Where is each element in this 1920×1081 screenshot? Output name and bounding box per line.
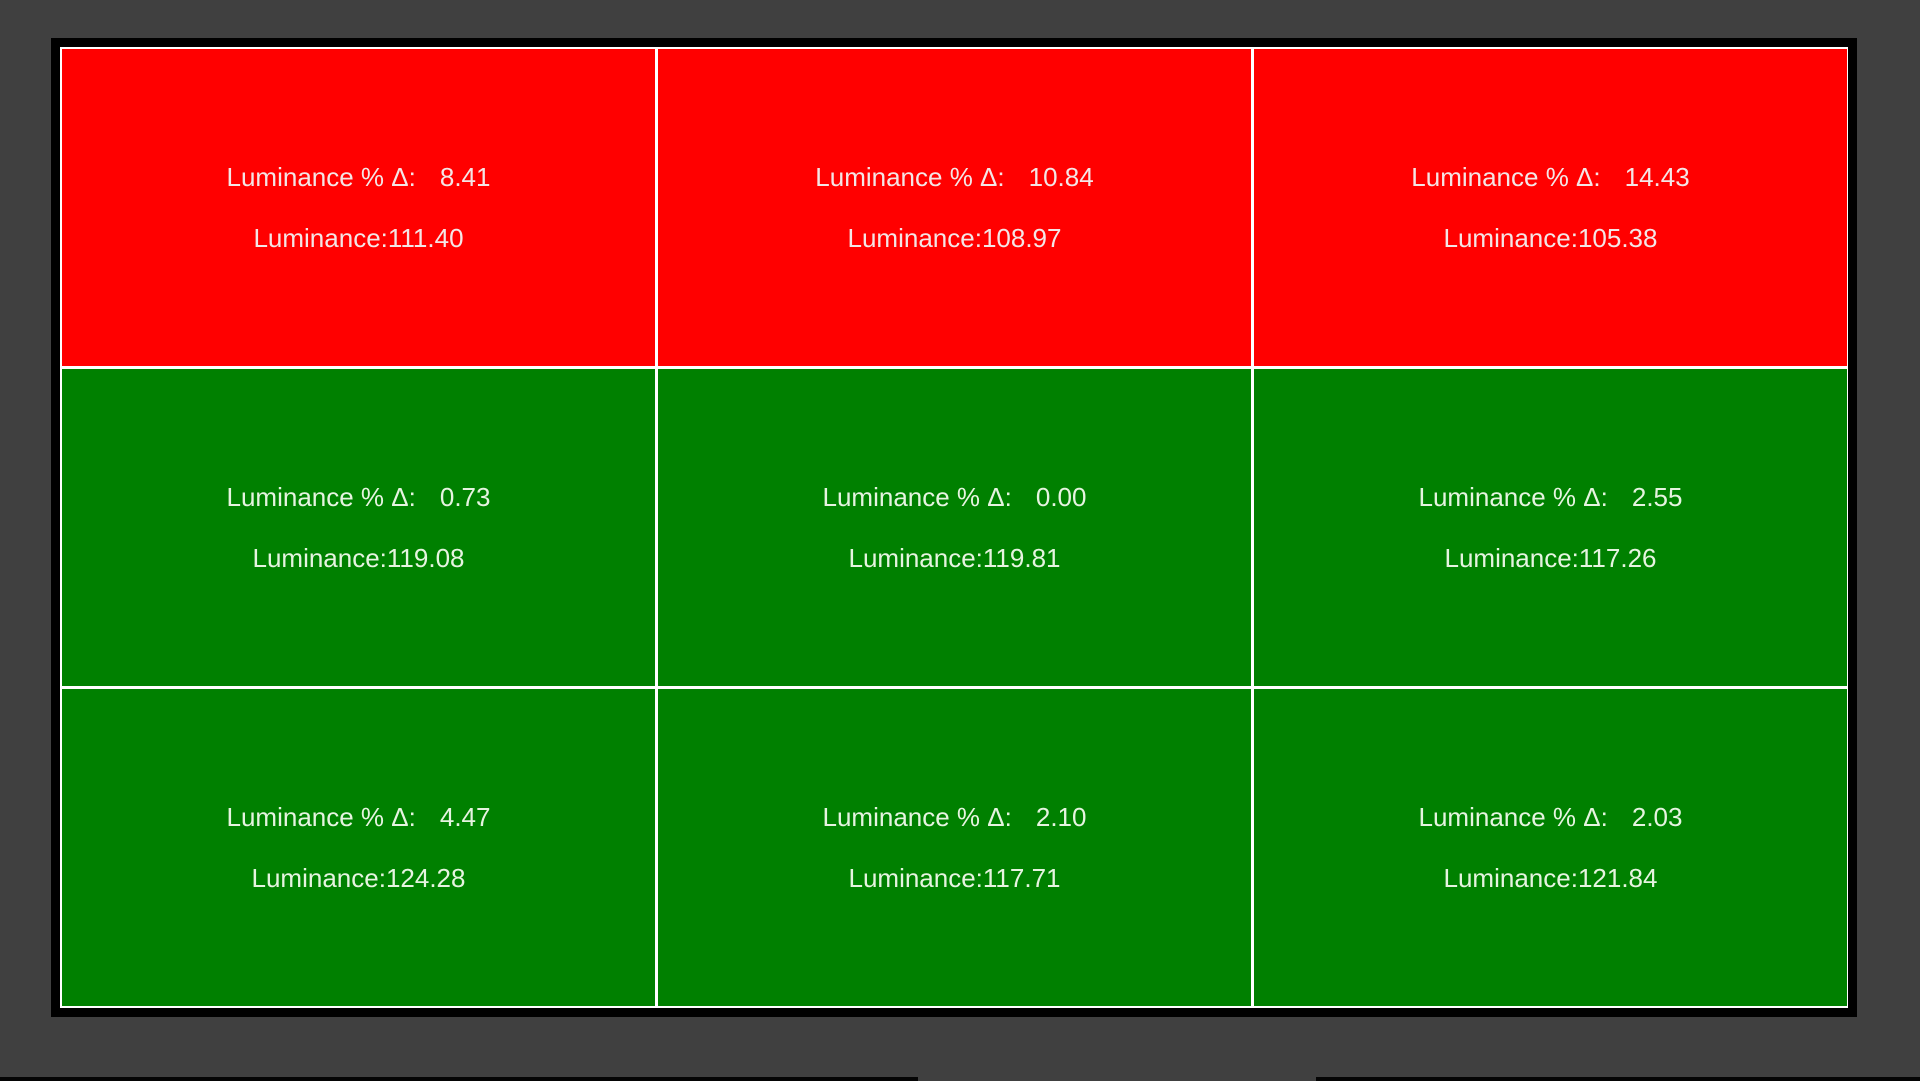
delta-value: 0.73 bbox=[439, 482, 491, 512]
luminance-line: Luminance:108.97 bbox=[848, 225, 1062, 251]
zone-top-left: Luminance % Δ: 8.41 Luminance:111.40 bbox=[62, 49, 655, 366]
luminance-line: Luminance:119.08 bbox=[252, 545, 464, 571]
luminance-label: Luminance: bbox=[251, 863, 386, 893]
delta-label: Luminance % Δ: bbox=[226, 482, 416, 512]
luminance-label: Luminance: bbox=[847, 223, 982, 253]
delta-value: 2.03 bbox=[1631, 802, 1683, 832]
luminance-label: Luminance: bbox=[1443, 863, 1578, 893]
luminance-line: Luminance:105.38 bbox=[1444, 225, 1658, 251]
luminance-value: 121.84 bbox=[1577, 863, 1658, 893]
luminance-line: Luminance:121.84 bbox=[1444, 865, 1658, 891]
delta-label: Luminance % Δ: bbox=[822, 802, 1012, 832]
zone-bottom-right: Luminance % Δ: 2.03 Luminance:121.84 bbox=[1254, 689, 1847, 1006]
luminance-line: Luminance:111.40 bbox=[253, 225, 463, 251]
delta-label: Luminance % Δ: bbox=[226, 162, 416, 192]
delta-label: Luminance % Δ: bbox=[815, 162, 1005, 192]
delta-value: 2.10 bbox=[1035, 802, 1087, 832]
zone-bottom-center: Luminance % Δ: 2.10 Luminance:117.71 bbox=[658, 689, 1251, 1006]
delta-value: 2.55 bbox=[1631, 482, 1683, 512]
delta-label: Luminance % Δ: bbox=[822, 482, 1012, 512]
luminance-value: 124.28 bbox=[385, 863, 466, 893]
delta-line: Luminance % Δ: 10.84 bbox=[815, 164, 1093, 190]
luminance-value: 119.08 bbox=[386, 543, 465, 573]
delta-line: Luminance % Δ: 2.03 bbox=[1419, 804, 1683, 830]
delta-label: Luminance % Δ: bbox=[226, 802, 416, 832]
luminance-line: Luminance:117.26 bbox=[1444, 545, 1656, 571]
delta-value: 8.41 bbox=[439, 162, 491, 192]
luminance-label: Luminance: bbox=[253, 223, 388, 253]
delta-line: Luminance % Δ: 0.00 bbox=[823, 484, 1087, 510]
delta-label: Luminance % Δ: bbox=[1418, 482, 1608, 512]
zone-middle-left: Luminance % Δ: 0.73 Luminance:119.08 bbox=[62, 369, 655, 686]
delta-value: 4.47 bbox=[439, 802, 491, 832]
luminance-label: Luminance: bbox=[848, 543, 983, 573]
delta-value: 14.43 bbox=[1624, 162, 1690, 192]
luminance-line: Luminance:117.71 bbox=[848, 865, 1060, 891]
luminance-line: Luminance:124.28 bbox=[252, 865, 466, 891]
luminance-value: 108.97 bbox=[981, 223, 1062, 253]
zone-top-right: Luminance % Δ: 14.43 Luminance:105.38 bbox=[1254, 49, 1847, 366]
delta-line: Luminance % Δ: 2.55 bbox=[1419, 484, 1683, 510]
delta-label: Luminance % Δ: bbox=[1411, 162, 1601, 192]
delta-label: Luminance % Δ: bbox=[1418, 802, 1608, 832]
luminance-label: Luminance: bbox=[848, 863, 983, 893]
display-frame: Luminance % Δ: 8.41 Luminance:111.40 Lumi… bbox=[51, 38, 1857, 1017]
delta-line: Luminance % Δ: 4.47 bbox=[227, 804, 491, 830]
luminance-value: 105.38 bbox=[1577, 223, 1658, 253]
delta-value: 0.00 bbox=[1035, 482, 1087, 512]
zone-bottom-left: Luminance % Δ: 4.47 Luminance:124.28 bbox=[62, 689, 655, 1006]
delta-line: Luminance % Δ: 8.41 bbox=[227, 164, 491, 190]
zone-middle-right: Luminance % Δ: 2.55 Luminance:117.26 bbox=[1254, 369, 1847, 686]
luminance-value: 119.81 bbox=[982, 543, 1061, 573]
uniformity-grid: Luminance % Δ: 8.41 Luminance:111.40 Lumi… bbox=[60, 47, 1848, 1008]
luminance-label: Luminance: bbox=[1444, 543, 1579, 573]
luminance-line: Luminance:119.81 bbox=[848, 545, 1060, 571]
delta-value: 10.84 bbox=[1028, 162, 1094, 192]
luminance-label: Luminance: bbox=[252, 543, 387, 573]
bottom-tab bbox=[918, 1077, 1316, 1081]
zone-top-center: Luminance % Δ: 10.84 Luminance:108.97 bbox=[658, 49, 1251, 366]
luminance-label: Luminance: bbox=[1443, 223, 1578, 253]
zone-center: Luminance % Δ: 0.00 Luminance:119.81 bbox=[658, 369, 1251, 686]
delta-line: Luminance % Δ: 14.43 bbox=[1411, 164, 1689, 190]
luminance-value: 117.71 bbox=[982, 863, 1061, 893]
luminance-value: 111.40 bbox=[387, 223, 464, 253]
luminance-value: 117.26 bbox=[1578, 543, 1657, 573]
delta-line: Luminance % Δ: 0.73 bbox=[227, 484, 491, 510]
delta-line: Luminance % Δ: 2.10 bbox=[823, 804, 1087, 830]
